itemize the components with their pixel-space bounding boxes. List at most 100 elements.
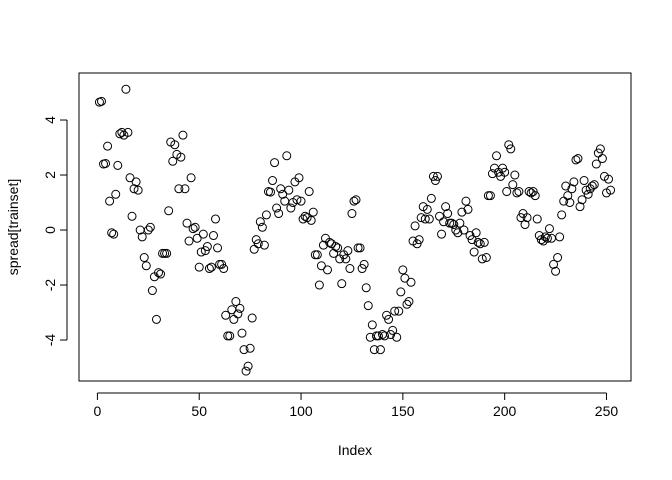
point (357, 264, 367, 274)
point (190, 222, 200, 232)
point (151, 314, 161, 324)
point (422, 204, 432, 214)
point (282, 151, 292, 161)
point (202, 242, 212, 252)
point (551, 266, 561, 276)
point (278, 189, 288, 199)
point (184, 236, 194, 246)
point (453, 228, 463, 238)
point (341, 254, 351, 264)
point (449, 220, 459, 230)
point (406, 277, 416, 287)
point (325, 237, 335, 247)
x-tick-label: 50 (191, 403, 207, 419)
point (589, 180, 599, 190)
point (532, 214, 542, 224)
point (469, 247, 479, 257)
point (390, 306, 400, 316)
point (355, 243, 365, 253)
point (153, 268, 163, 278)
point (455, 218, 465, 228)
y-tick-label: 0 (42, 226, 58, 234)
point (261, 210, 271, 220)
point (198, 229, 208, 239)
point (467, 235, 477, 245)
point (520, 220, 530, 230)
point (522, 213, 532, 223)
point (351, 195, 361, 205)
point (363, 301, 373, 311)
point (492, 151, 502, 161)
point (125, 173, 135, 183)
point (259, 240, 269, 250)
point (239, 345, 249, 355)
point (528, 187, 538, 197)
point (164, 206, 174, 216)
point (373, 331, 383, 341)
point (308, 207, 318, 217)
point (247, 313, 257, 323)
point (581, 185, 591, 195)
point (268, 176, 278, 186)
point (133, 185, 143, 195)
point (392, 332, 402, 342)
point (504, 140, 514, 150)
point (606, 185, 616, 195)
y-tick-label: -2 (42, 279, 58, 292)
point (188, 224, 198, 234)
point (121, 84, 131, 94)
point (485, 191, 495, 201)
point (512, 188, 522, 198)
point (312, 250, 322, 260)
point (555, 232, 565, 242)
x-tick-label: 250 (595, 403, 619, 419)
point (479, 237, 489, 247)
point (265, 187, 275, 197)
point (323, 265, 333, 275)
point (192, 233, 202, 243)
point (147, 286, 157, 296)
point (375, 345, 385, 355)
point (333, 243, 343, 253)
point (231, 297, 241, 307)
point (345, 264, 355, 274)
point (465, 231, 475, 241)
point (367, 320, 377, 330)
point (168, 156, 178, 166)
point (213, 243, 223, 253)
y-tick-label: 2 (42, 171, 58, 179)
point (420, 214, 430, 224)
plot-box (78, 72, 632, 382)
point (508, 180, 518, 190)
point (194, 262, 204, 272)
point (510, 170, 520, 180)
point (182, 218, 192, 228)
x-tick-label: 100 (289, 403, 313, 419)
point (123, 127, 133, 137)
point (349, 196, 359, 206)
point (331, 242, 341, 252)
point (563, 191, 573, 201)
point (388, 325, 398, 335)
point (577, 195, 587, 205)
point (143, 225, 153, 235)
point (314, 280, 324, 290)
point (245, 343, 255, 353)
point (145, 222, 155, 232)
point (410, 221, 420, 231)
point (437, 229, 447, 239)
y-axis-label: spread[trainset] (5, 179, 21, 276)
point (461, 196, 471, 206)
point (274, 209, 284, 219)
point (186, 173, 196, 183)
point (569, 177, 579, 187)
point (200, 246, 210, 256)
point (591, 159, 601, 169)
point (514, 187, 524, 197)
point (343, 246, 353, 256)
point (477, 254, 487, 264)
point (251, 235, 261, 245)
point (604, 174, 614, 184)
